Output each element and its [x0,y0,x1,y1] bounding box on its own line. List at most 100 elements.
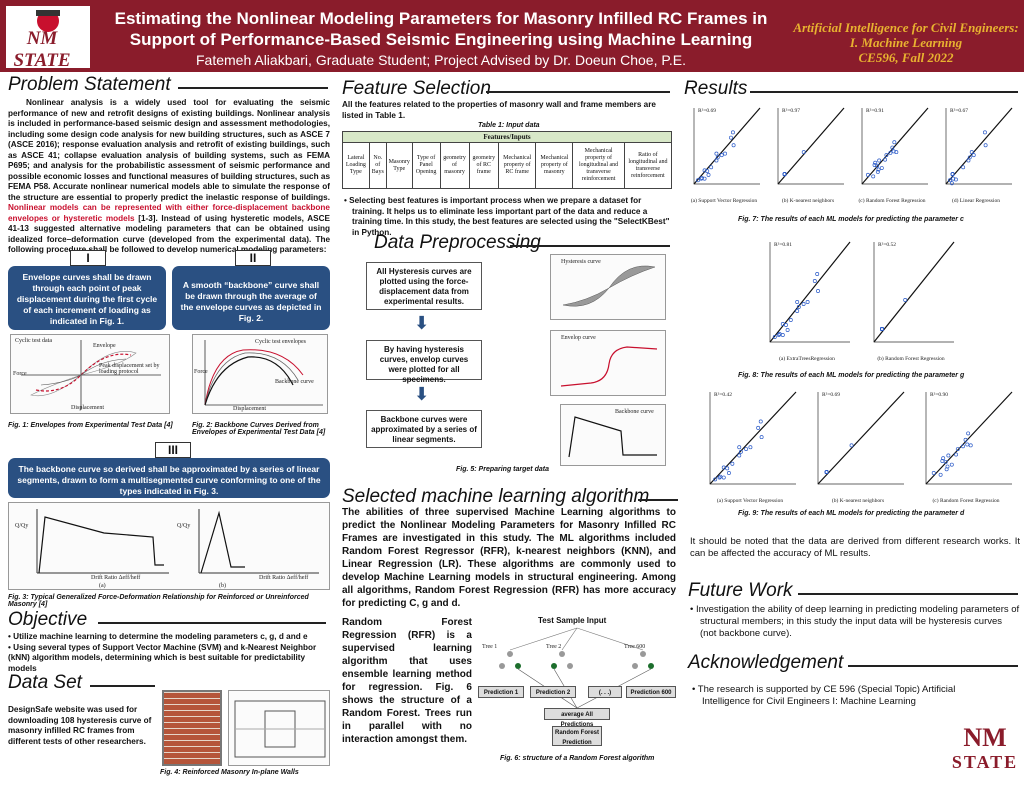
poster-header [0,0,1024,72]
scatter-point [961,165,966,170]
scatter-point [706,172,711,177]
scatter-point [777,332,782,336]
r2-label: R²=0.42 [714,392,733,398]
nmstate-logo [6,6,90,68]
scatter-point [721,465,726,470]
table1-header: Features/Inputs [342,131,672,143]
scatter-point [949,181,954,186]
problem-text: Nonlinear analysis is a widely used tool… [8,98,331,254]
heading-rule [90,685,155,687]
ack-item: • The research is supported by CE 596 (S… [692,684,956,707]
subplot-caption: (b) K-nearest neighbors [781,198,835,204]
scatter-point [969,150,974,155]
scatter-point [963,437,968,442]
c-plot: R²=0.69 (a) Support Vector Regression [684,104,764,204]
prep-step-3: Backbone curves were approximated by a s… [366,410,482,448]
scatter-point [879,166,884,170]
scatter-point [705,169,710,174]
hysteresis-label: Hysteresis curve [561,259,601,265]
fig3-caption: Fig. 3: Typical Generalized Force-Deform… [8,594,309,608]
table1-col: Ratio of longitudinal and transverse rei… [623,142,673,189]
fig6-caption: Fig. 6: structure of a Random Forest alg… [500,755,655,762]
scatter-point [815,272,820,276]
table1-col: geometry of RC frame [468,142,500,189]
r2-label: R²=0.67 [950,108,969,114]
heading-rule [848,665,1018,667]
poster-authors: Fatemeh Aliakbari, Graduate Student; Pro… [195,52,687,68]
scatter-point [876,167,881,172]
scatter-point [756,425,761,430]
objective-item: • Using several types of Support Vector … [8,642,317,673]
step-2-box: A smooth “backbone” curve shall be drawn… [172,266,330,330]
scatter-point [795,300,800,304]
scatter-point [702,168,707,173]
subplot-caption: (a) ExtraTreesRegression [779,356,835,362]
scatter-point [968,443,973,448]
badge-3: III [155,442,191,458]
scatter-point [871,174,876,179]
scatter-point [709,165,714,170]
tree-label: Tree 2 [546,644,562,650]
scatter-point [966,158,971,163]
objective-list: • Utilize machine learning to determine … [8,632,330,674]
backbone-plot: Backbone curve [560,404,666,466]
results-heading: Results [684,78,748,99]
scatter-point [880,327,884,331]
fig1-label-peak: Peak displacement set by loading protoco… [99,363,160,375]
scatter-point [966,431,971,436]
scatter-point [946,453,951,458]
scatter-point [892,140,897,145]
tree-label: Tree 600 [624,644,646,650]
c-plot: R²=0.91 (c) Random Forest Regression [852,104,932,204]
objective-item: • Utilize machine learning to determine … [8,632,308,641]
scatter-point [953,177,958,182]
fig6-random-forest: Test Sample Input Tree 1 Tree 2 Tree 600… [478,614,676,754]
scatter-point [967,155,972,160]
d-plot: R²=0.90 (c) Random Forest Regression [916,388,1016,504]
scatter-point [699,175,704,180]
fig9-caption: Fig. 9: The results of each ML models fo… [738,510,965,517]
scatter-point [730,130,735,135]
hysteresis-plot: Hysteresis curve [550,254,666,320]
prep-step-1: All Hysteresis curves are plotted using … [366,262,482,310]
feature-intro: All the features related to the properti… [342,100,656,120]
heading-rule [98,622,326,624]
scatter-point [971,153,976,158]
scatter-point [744,447,749,451]
scatter-point [938,472,943,477]
scatter-point [805,300,810,304]
fig8-caption: Fig. 8: The results of each ML models fo… [738,372,965,379]
scatter-point [759,435,764,440]
scatter-point [812,279,817,283]
heading-rule [178,87,328,89]
scatter-point [726,471,731,475]
scatter-point [776,333,781,337]
pistol-pete-icon [36,10,60,32]
heading-rule [486,91,670,93]
prep-heading: Data Preprocessing [374,232,541,253]
fig1-label-envelope: Envelope [93,343,116,349]
scatter-point [801,302,806,306]
course-line-3: CE596, Fall 2022 [858,50,954,65]
table1-caption: Table 1: Input data [478,122,540,129]
step-1-box: Envelope curves shall be drawn through e… [8,266,166,330]
scatter-point [941,456,946,461]
d-plot: R²=0.42 (a) Support Vector Regression [700,388,800,504]
scatter-point [849,443,854,448]
heading-rule [798,593,1018,595]
scatter-point [785,328,790,332]
table1: Features/Inputs Lateral Loading Type No.… [342,131,673,189]
scatter-point [719,153,724,158]
rf-text: Random Forest Regression (RFR) is a supe… [342,617,472,745]
scatter-point [699,176,704,181]
fig2-label-backbone: Backbone curve [275,379,314,385]
subplot-caption: (c) Random Forest Regression [858,198,926,204]
ml-heading: Selected machine learning algorithm [342,486,650,507]
scatter-point [782,172,787,177]
scatter-point [965,442,970,447]
fig3-xaxis-b: Drift Ratio Δeff/heff [259,575,309,581]
fig2-backbone: Cyclic test envelopes Backbone curve For… [192,334,328,414]
envelope-label: Envelop curve [561,335,596,341]
results-note: It should be noted that the data are der… [690,536,1020,559]
scatter-point [890,145,895,150]
